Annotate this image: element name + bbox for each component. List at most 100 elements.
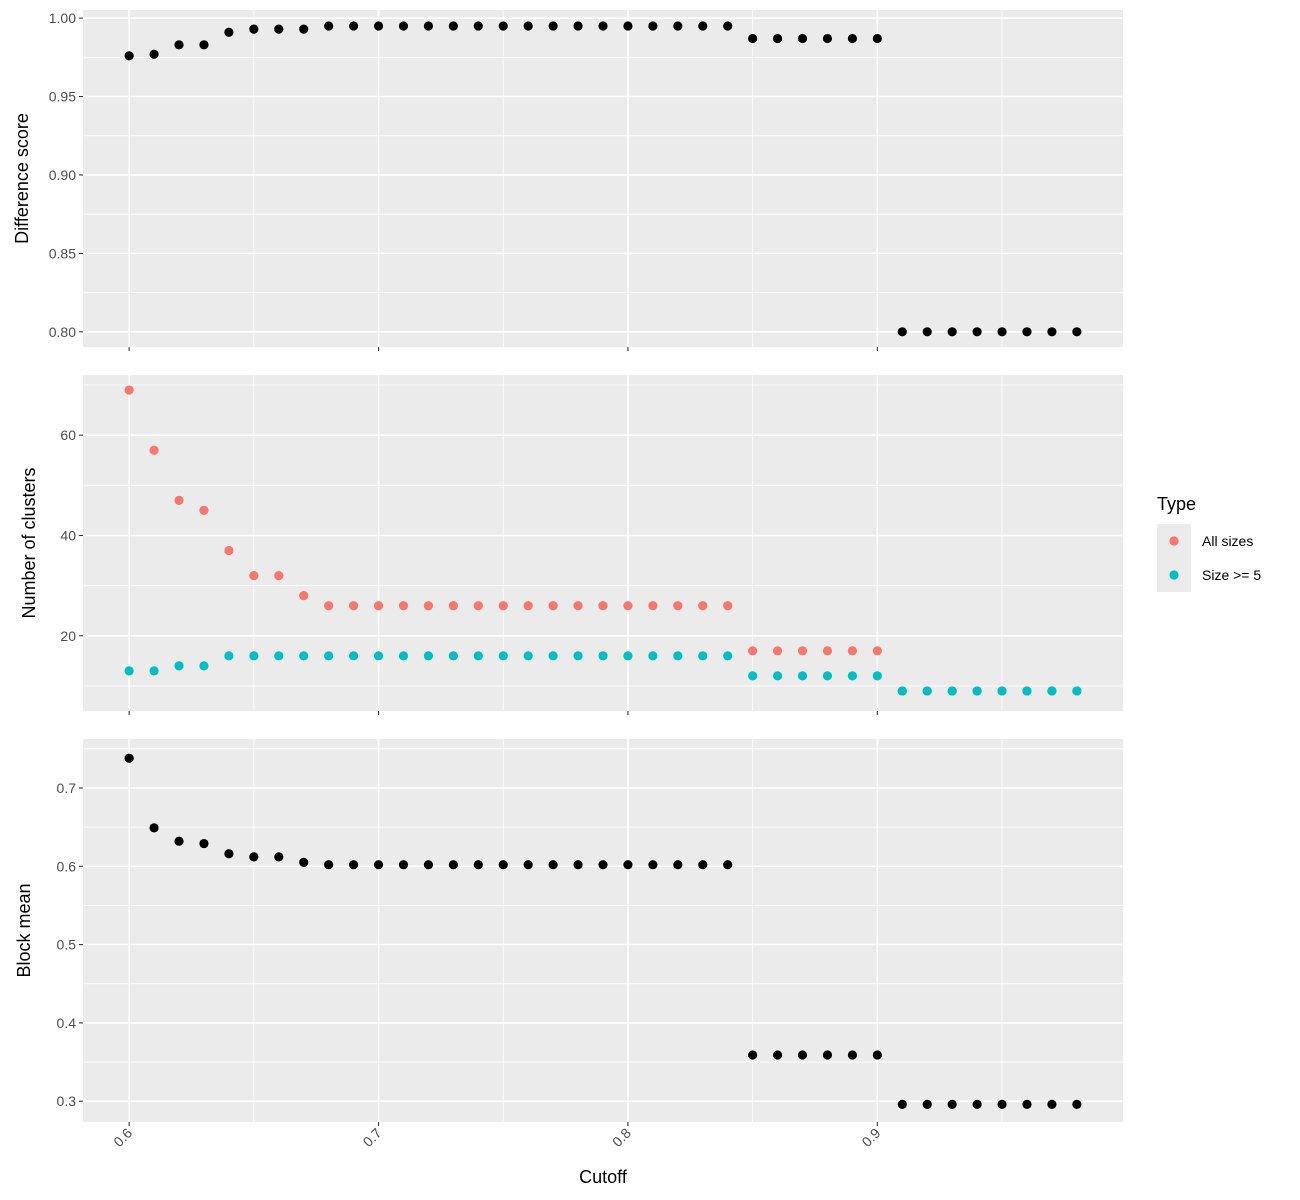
y-axis-title: Block mean [14,883,34,977]
data-point [498,860,508,870]
data-point [698,21,708,31]
data-point [149,445,159,455]
y-tick-label: 1.00 [49,10,76,26]
data-point [797,1050,808,1060]
data-point [972,686,982,696]
data-point [698,651,708,661]
data-point [124,753,134,763]
x-axis: 0.6 0.7 0.8 0.9 [110,1125,883,1150]
data-point [723,21,733,31]
data-point [1072,327,1082,337]
data-point [473,860,483,870]
data-point [423,601,434,611]
data-point [473,651,483,661]
data-point [723,651,733,661]
data-point [673,601,683,611]
data-point [1022,327,1032,337]
series-points [124,651,1082,696]
data-point [249,570,259,581]
series-points [124,21,1082,337]
data-point [598,651,608,661]
y-tick-label: 0.95 [49,89,76,105]
panel-background [83,375,1123,711]
data-point [648,651,658,661]
data-point [199,505,209,516]
data-point [772,33,783,44]
data-point [199,838,209,849]
data-point [523,601,533,611]
data-point [398,860,409,870]
data-point [847,646,858,656]
data-point [997,327,1007,337]
y-tick-label: 0.5 [57,937,77,953]
data-point [1022,1099,1032,1109]
data-point [822,33,833,44]
data-point [623,651,633,661]
legend-title: Type [1157,494,1196,514]
data-point [448,860,458,870]
data-point [523,21,533,31]
data-point [423,860,434,870]
legend-marker [1169,570,1179,580]
data-point [847,33,858,44]
data-point [748,671,758,681]
data-point [548,21,558,31]
y-tick-label: 0.80 [49,324,76,340]
data-point [1047,327,1057,337]
data-point [348,601,359,611]
data-point [249,852,259,862]
data-point [448,601,458,611]
data-point [598,601,608,611]
data-point [623,601,633,611]
data-point [498,21,508,31]
data-point [548,860,558,870]
data-point [772,1050,783,1060]
y-tick-label: 20 [60,628,76,644]
data-point [149,666,159,676]
y-axis-title: Number of clusters [19,467,39,618]
data-point [448,651,458,661]
data-point [648,601,658,611]
data-point [1072,1099,1082,1109]
data-point [573,601,583,611]
data-point [723,860,733,870]
data-point [299,24,309,34]
data-point [473,601,483,611]
data-point [1072,686,1082,696]
legend-marker [1169,536,1179,546]
panel-2: 20 40 60 Number of clusters [19,375,1123,715]
data-point [772,671,783,681]
data-point [174,495,184,505]
data-point [348,651,359,661]
data-point [822,1050,833,1060]
data-point [797,671,808,681]
data-point [324,860,334,870]
y-tick-label: 0.6 [57,858,77,874]
legend-label: All sizes [1202,533,1253,549]
series-points [124,753,1082,1109]
x-tick-label: 0.6 [110,1125,135,1150]
data-point [398,21,409,31]
data-point [648,21,658,31]
data-point [997,1099,1007,1109]
data-point [598,860,608,870]
data-point [174,661,184,671]
data-point [822,646,833,656]
panel-3: 0.3 0.4 0.5 0.6 0.7 Block mean [14,739,1123,1126]
data-point [274,24,284,34]
data-point [1047,1099,1057,1109]
data-point [473,21,483,31]
data-point [274,852,284,862]
data-point [249,24,259,34]
data-point [997,686,1007,696]
data-point [797,646,808,656]
data-point [623,860,633,870]
data-point [274,651,284,661]
data-point [523,651,533,661]
data-point [872,646,882,656]
y-tick-label: 40 [60,527,76,543]
data-point [398,601,409,611]
data-point [922,686,932,696]
y-tick-label: 0.7 [57,780,77,796]
